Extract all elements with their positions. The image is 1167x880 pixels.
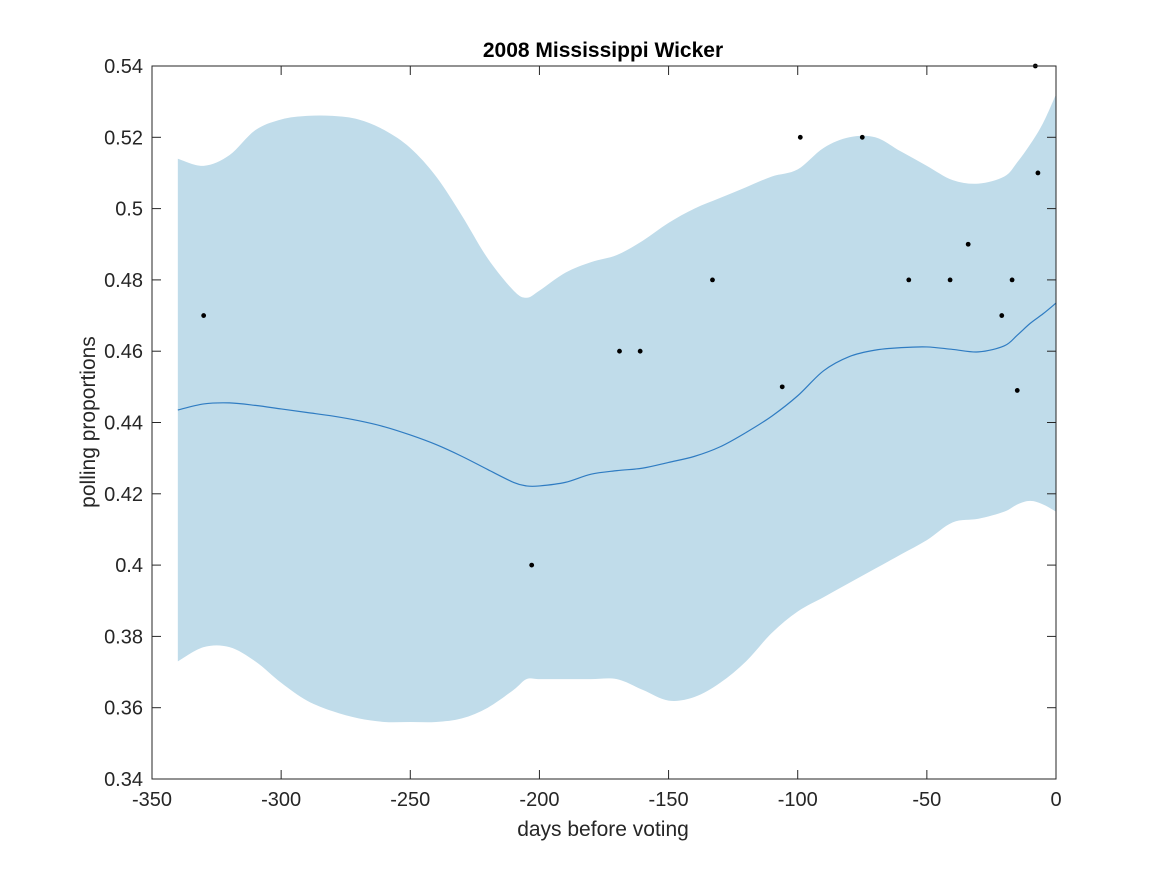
poll-point <box>617 348 622 354</box>
plot-area <box>177 63 1057 723</box>
y-tick-label: 0.34 <box>104 769 143 791</box>
poll-point <box>999 313 1005 318</box>
y-tick-label: 0.44 <box>104 413 143 435</box>
poll-point <box>529 562 535 568</box>
x-tick-label: -300 <box>261 789 301 811</box>
chart-title: 2008 Mississippi Wicker <box>483 39 723 62</box>
y-tick-label: 0.36 <box>104 698 143 720</box>
x-axis-label: days before voting <box>517 818 689 841</box>
poll-point <box>201 313 207 318</box>
axes: -350 -300 -250 -200 -150 -100 -50 0 0.34 0.36 0.38… <box>104 56 1062 811</box>
x-tick-label: -200 <box>519 789 559 811</box>
y-tick-label: 0.38 <box>104 626 143 648</box>
x-tick-label: -250 <box>390 789 430 811</box>
poll-point <box>906 277 912 283</box>
x-tick-label: -50 <box>912 789 941 811</box>
y-tick-label: 0.5 <box>115 199 143 221</box>
y-tick-label: 0.4 <box>115 555 143 577</box>
y-tick-label: 0.52 <box>104 127 143 149</box>
mean-line <box>177 302 1057 488</box>
y-tick-label: 0.42 <box>104 484 143 506</box>
y-axis-label: polling proportions <box>77 336 100 508</box>
x-tick-label: -350 <box>132 789 172 811</box>
y-tick-label: 0.54 <box>104 56 143 78</box>
poll-point <box>779 384 785 390</box>
x-tick-label: 0 <box>1050 789 1061 811</box>
poll-point <box>947 277 953 283</box>
poll-point <box>710 277 715 283</box>
poll-point <box>1014 388 1020 393</box>
poll-point <box>637 348 643 354</box>
y-tick-label: 0.48 <box>104 270 143 292</box>
poll-point <box>1035 170 1041 176</box>
x-tick-label: -100 <box>778 789 818 811</box>
y-tick-label: 0.46 <box>104 341 143 363</box>
x-tick-label: -150 <box>649 789 689 811</box>
poll-point <box>965 241 971 247</box>
poll-point <box>797 134 803 140</box>
confidence-band <box>177 94 1056 723</box>
poll-point <box>1009 277 1015 283</box>
poll-point <box>859 134 865 140</box>
